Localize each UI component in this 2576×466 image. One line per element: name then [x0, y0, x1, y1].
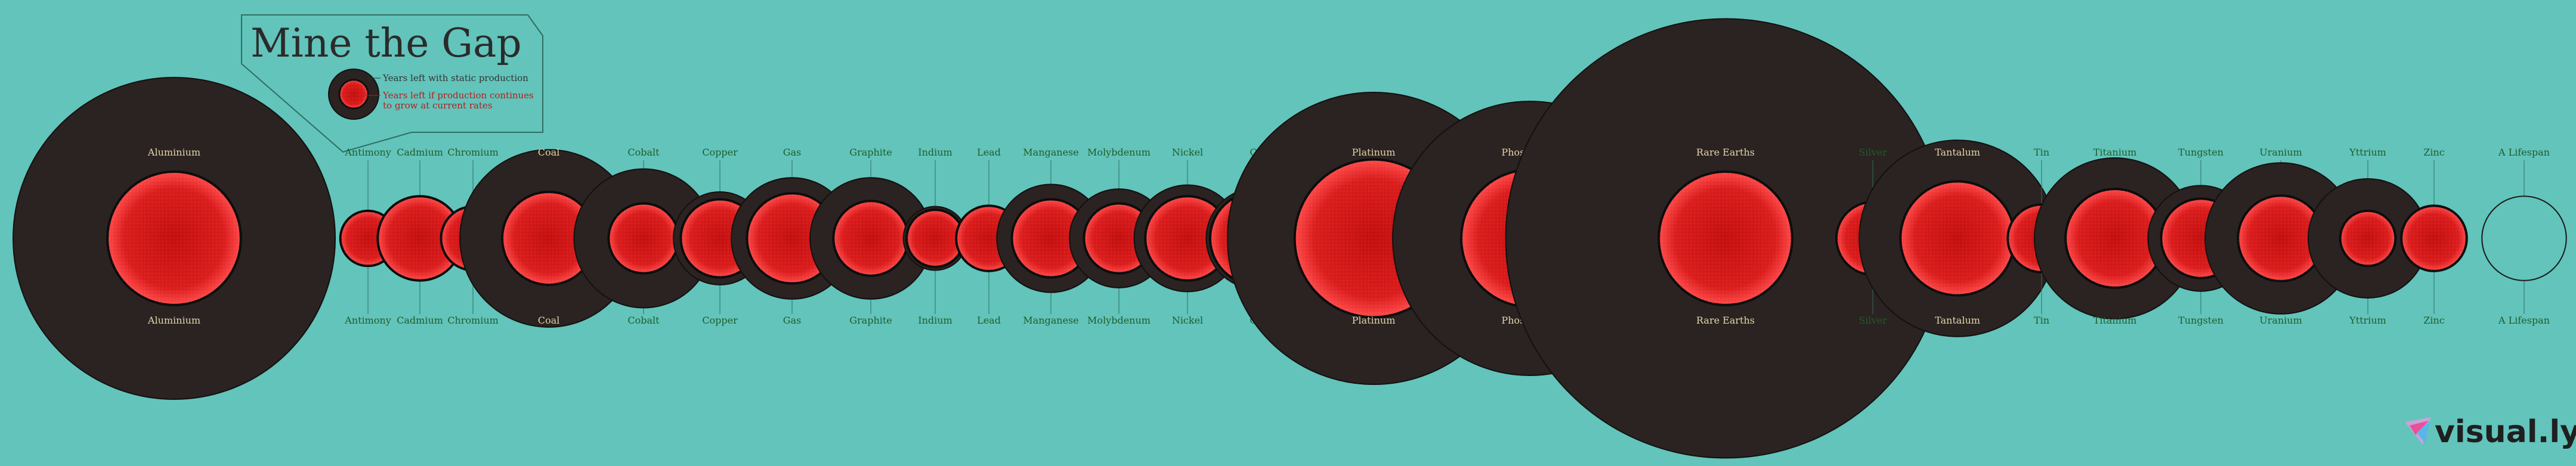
label-bottom-antimony: Antimony: [344, 315, 391, 326]
growth-texture-manganese: [1012, 199, 1090, 278]
label-bottom-tungsten: Tungsten: [2178, 315, 2224, 326]
label-bottom-tin: Tin: [2034, 315, 2049, 326]
growth-texture-aluminium: [107, 172, 241, 305]
label-bottom-titanium: Titanium: [2093, 315, 2137, 326]
legend-growth-label-line2: to grow at current rates: [383, 100, 492, 111]
growth-texture-rare-earths: [1659, 172, 1792, 305]
bubble-rare-earths: Rare Earths Rare Earths: [1505, 18, 1946, 459]
growth-texture-molybdenum: [1084, 203, 1154, 274]
label-top-lead: Lead: [977, 147, 1001, 158]
label-top-yttrium: Yttrium: [2349, 147, 2386, 158]
bubble-yttrium: Yttrium Yttrium: [2307, 147, 2429, 326]
label-bottom-cobalt: Cobalt: [627, 315, 660, 326]
label-top-uranium: Uranium: [2259, 147, 2302, 158]
title-panel-outline: [241, 14, 543, 153]
label-bottom-lead: Lead: [977, 315, 1001, 326]
label-top-chromium: Chromium: [447, 147, 499, 158]
label-top-molybdenum: Molybdenum: [1087, 147, 1151, 158]
growth-texture-cadmium: [378, 196, 462, 281]
label-bottom-yttrium: Yttrium: [2349, 315, 2386, 326]
label-bottom-cadmium: Cadmium: [397, 315, 443, 326]
label-bottom-chromium: Chromium: [447, 315, 499, 326]
static-circle-a-lifespan: [2481, 195, 2567, 281]
label-top-graphite: Graphite: [849, 147, 892, 158]
label-bottom-indium: Indium: [918, 315, 952, 326]
label-top-zinc: Zinc: [2423, 147, 2445, 158]
label-top-silver: Silver: [1858, 147, 1887, 158]
label-bottom-aluminium: Aluminium: [147, 315, 200, 326]
bubble-zinc: Zinc Zinc: [2400, 147, 2468, 326]
label-top-antimony: Antimony: [344, 147, 391, 158]
growth-texture-cobalt: [608, 203, 679, 274]
bubble-row: AluminiumAluminiumAntimonyAntimonyCadmiu…: [13, 18, 2567, 459]
label-top-manganese: Manganese: [1023, 147, 1078, 158]
legend-static-label: Years left with static production: [382, 73, 528, 83]
bubble-cadmium: Cadmium Cadmium: [376, 147, 463, 326]
label-bottom-graphite: Graphite: [849, 315, 892, 326]
label-top-rare-earths: Rare Earths: [1696, 147, 1755, 158]
label-top-indium: Indium: [918, 147, 952, 158]
label-top-nickel: Nickel: [1172, 147, 1203, 158]
growth-texture-titanium: [2065, 189, 2164, 288]
growth-texture-yttrium: [2340, 210, 2396, 266]
growth-texture-graphite: [833, 201, 908, 276]
label-bottom-platinum: Platinum: [1352, 315, 1396, 326]
bubble-manganese: Manganese Manganese: [996, 147, 1106, 326]
label-top-platinum: Platinum: [1352, 147, 1396, 158]
bubble-graphite: Graphite Graphite: [809, 147, 932, 326]
bubble-a-lifespan: A Lifespan A Lifespan: [2481, 147, 2567, 326]
label-top-cobalt: Cobalt: [627, 147, 660, 158]
label-top-tin: Tin: [2034, 147, 2049, 158]
label-bottom-gas: Gas: [783, 315, 802, 326]
growth-texture-uranium: [2238, 195, 2324, 281]
label-top-aluminium: Aluminium: [147, 147, 200, 158]
growth-texture-nickel: [1145, 196, 1230, 281]
bubble-uranium: Uranium Uranium: [2204, 147, 2357, 326]
label-top-coal: Coal: [538, 147, 560, 158]
label-bottom-tantalum: Tantalum: [1935, 315, 1980, 326]
label-top-titanium: Titanium: [2093, 147, 2137, 158]
label-bottom-copper: Copper: [702, 315, 738, 326]
legend: Years left with static production Years …: [328, 69, 534, 120]
brand-mark-icon: [2405, 417, 2431, 445]
label-bottom-uranium: Uranium: [2259, 315, 2302, 326]
growth-texture-coal: [502, 192, 595, 285]
label-bottom-manganese: Manganese: [1023, 315, 1078, 326]
label-bottom-coal: Coal: [538, 315, 560, 326]
bubble-cobalt: Cobalt Cobalt: [573, 147, 714, 326]
label-bottom-a-lifespan: A Lifespan: [2498, 315, 2550, 326]
label-bottom-nickel: Nickel: [1172, 315, 1203, 326]
bubble-indium: Indium Indium: [902, 147, 968, 326]
page-title: Mine the Gap: [251, 20, 522, 66]
label-bottom-silver: Silver: [1858, 315, 1887, 326]
label-top-cadmium: Cadmium: [397, 147, 443, 158]
brand-logo: visual.ly: [2405, 414, 2576, 450]
label-top-gas: Gas: [783, 147, 802, 158]
growth-texture-tantalum: [1900, 181, 2015, 296]
bubble-tantalum: Tantalum Tantalum: [1858, 139, 2057, 337]
label-top-a-lifespan: A Lifespan: [2498, 147, 2550, 158]
label-bottom-zinc: Zinc: [2423, 315, 2445, 326]
title-panel: Mine the Gap Years left with static prod…: [241, 14, 543, 153]
label-top-tantalum: Tantalum: [1935, 147, 1980, 158]
label-bottom-rare-earths: Rare Earths: [1696, 315, 1755, 326]
bubble-aluminium: Aluminium Aluminium: [13, 77, 336, 400]
label-top-copper: Copper: [702, 147, 738, 158]
label-bottom-molybdenum: Molybdenum: [1087, 315, 1151, 326]
label-top-tungsten: Tungsten: [2178, 147, 2224, 158]
growth-texture-zinc: [2401, 206, 2467, 271]
legend-growth-label-line1: Years left if production continues: [382, 90, 534, 101]
growth-texture-indium: [907, 210, 964, 267]
brand-name: visual.ly: [2435, 414, 2576, 450]
